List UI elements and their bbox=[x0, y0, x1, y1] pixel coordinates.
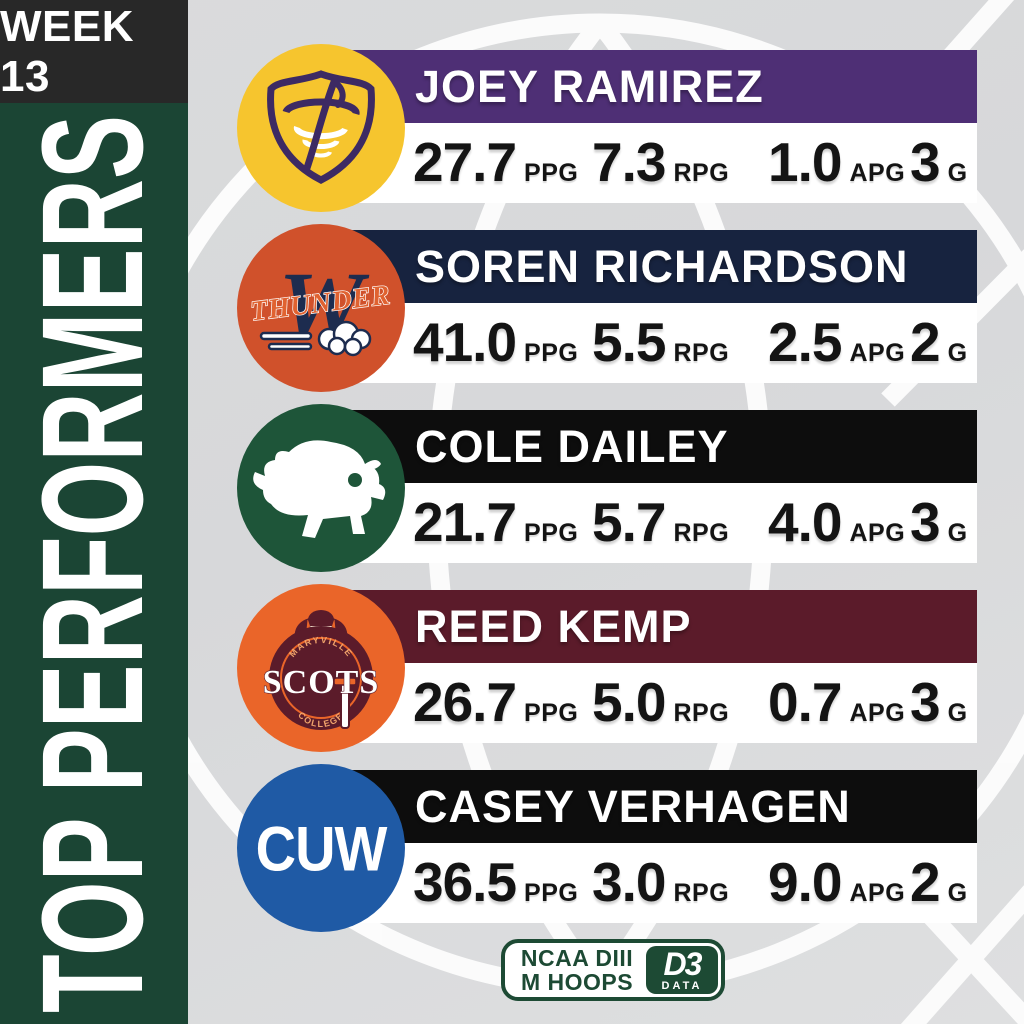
stat-apg: 4.0 APG bbox=[768, 491, 906, 553]
stat-rpg: 3.0 RPG bbox=[592, 851, 730, 913]
sidebar-title-wrap: TOP PERFORMERS bbox=[0, 103, 188, 1024]
stat-apg: 2.5 APG bbox=[768, 311, 906, 373]
stat-ppg: 26.7 PPG bbox=[413, 671, 579, 733]
bison-icon bbox=[237, 404, 405, 572]
page-title: TOP PERFORMERS bbox=[13, 114, 174, 1013]
stat-rpg: 5.0 RPG bbox=[592, 671, 730, 733]
player-name: REED KEMP bbox=[415, 601, 692, 652]
svg-text:CUW: CUW bbox=[256, 813, 389, 884]
thunder-w-icon: W THUNDER bbox=[237, 224, 405, 392]
d3-mark-sub: DATA bbox=[661, 980, 703, 992]
stat-ppg: 21.7 PPG bbox=[413, 491, 579, 553]
stat-ppg: 36.5 PPG bbox=[413, 851, 579, 913]
player-name-bar: JOEY RAMIREZ bbox=[320, 50, 977, 123]
stat-apg: 0.7 APG bbox=[768, 671, 906, 733]
player-name: COLE DAILEY bbox=[415, 421, 729, 472]
player-name: SOREN RICHARDSON bbox=[415, 241, 909, 292]
footer-org-line2: M HOOPS bbox=[520, 969, 634, 995]
tornado-shield-icon bbox=[237, 44, 405, 212]
stat-ppg: 41.0 PPG bbox=[413, 311, 579, 373]
player-name-bar: REED KEMP bbox=[320, 590, 977, 663]
player-name-bar: CASEY VERHAGEN bbox=[320, 770, 977, 843]
player-name-bar: COLE DAILEY bbox=[320, 410, 977, 483]
d3-mark: D3 bbox=[663, 946, 703, 982]
d3-data-logo: D3 DATA bbox=[646, 946, 718, 994]
stat-apg: 1.0 APG bbox=[768, 131, 906, 193]
stat-rpg: 7.3 RPG bbox=[592, 131, 730, 193]
stat-rpg: 5.5 RPG bbox=[592, 311, 730, 373]
scots-crest-icon: MARYVILLE COLLEGE SCOTS bbox=[237, 584, 405, 752]
player-name: CASEY VERHAGEN bbox=[415, 781, 851, 832]
cuw-monogram-icon: CUW bbox=[237, 764, 405, 932]
player-row: SOREN RICHARDSON 41.0 PPG 5.5 RPG 2.5 APG 2… bbox=[0, 224, 1024, 392]
footer-org-line1: NCAA DIII bbox=[520, 944, 634, 971]
stat-rpg: 5.7 RPG bbox=[592, 491, 730, 553]
svg-text:SCOTS: SCOTS bbox=[263, 664, 380, 701]
stat-ppg: 27.7 PPG bbox=[413, 131, 579, 193]
sidebar: TOP PERFORMERS WEEK 13 bbox=[0, 0, 188, 1024]
footer-brand-badge: NCAA DIII M HOOPS D3 DATA bbox=[501, 939, 725, 1001]
player-name: JOEY RAMIREZ bbox=[415, 61, 764, 112]
week-badge: WEEK 13 bbox=[0, 0, 188, 103]
stat-apg: 9.0 APG bbox=[768, 851, 906, 913]
footer-org-label: NCAA DIII M HOOPS bbox=[508, 944, 646, 995]
player-name-bar: SOREN RICHARDSON bbox=[320, 230, 977, 303]
